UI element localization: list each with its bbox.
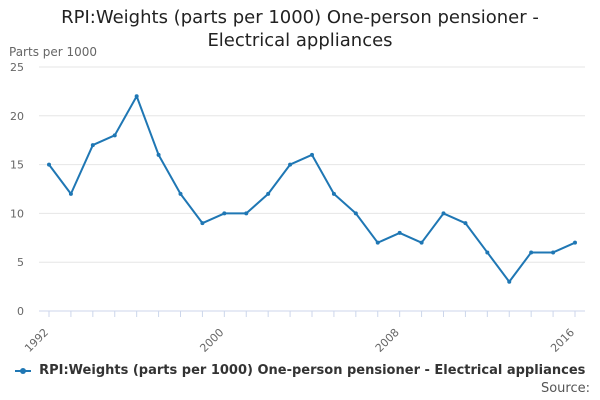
data-point <box>47 162 51 167</box>
data-point <box>68 191 73 196</box>
data-point <box>222 211 227 216</box>
y-tick-label: 20 <box>10 110 24 123</box>
data-point <box>156 152 161 157</box>
data-point <box>485 250 490 255</box>
data-point <box>353 211 358 216</box>
y-tick-label: 0 <box>17 305 24 318</box>
data-point <box>573 240 577 245</box>
y-tick-label: 5 <box>17 256 24 269</box>
chart-title-line1: RPI:Weights (parts per 1000) One-person … <box>61 7 539 28</box>
legend-label: RPI:Weights (parts per 1000) One-person … <box>39 363 586 378</box>
y-axis-label: Parts per 1000 <box>9 45 98 59</box>
y-axis-ticks: 0 5 10 15 20 25 <box>10 61 24 318</box>
data-point <box>266 191 271 196</box>
series-group <box>47 94 577 284</box>
data-point <box>441 211 446 216</box>
x-tick-label: 2008 <box>373 326 402 355</box>
data-point <box>463 221 468 226</box>
data-point <box>331 191 336 196</box>
y-tick-label: 10 <box>10 207 24 220</box>
x-axis: 1992 2000 2008 2016 <box>22 311 577 355</box>
chart-title-line2: Electrical appliances <box>207 30 393 51</box>
data-point <box>310 152 314 157</box>
data-point <box>507 279 512 284</box>
x-tick-label: 2000 <box>197 326 226 355</box>
source-label: Source: <box>540 381 590 396</box>
data-point <box>200 221 205 226</box>
data-point <box>419 240 424 245</box>
data-point <box>529 250 534 255</box>
data-point <box>244 211 249 216</box>
x-tick-label: 2016 <box>548 326 577 355</box>
x-tick-label: 1992 <box>22 326 51 355</box>
data-point <box>288 162 293 167</box>
data-point <box>375 240 380 245</box>
y-tick-label: 25 <box>10 61 24 74</box>
chart-title: RPI:Weights (parts per 1000) One-person … <box>0 6 600 52</box>
data-point <box>90 143 95 148</box>
data-point <box>178 191 183 196</box>
legend-swatch <box>14 367 31 374</box>
y-tick-label: 15 <box>10 159 24 172</box>
data-point <box>551 250 556 255</box>
legend[interactable]: RPI:Weights (parts per 1000) One-person … <box>0 363 600 378</box>
data-point <box>397 230 402 235</box>
data-point <box>134 94 139 99</box>
data-point <box>112 133 117 138</box>
series-line <box>48 95 576 283</box>
